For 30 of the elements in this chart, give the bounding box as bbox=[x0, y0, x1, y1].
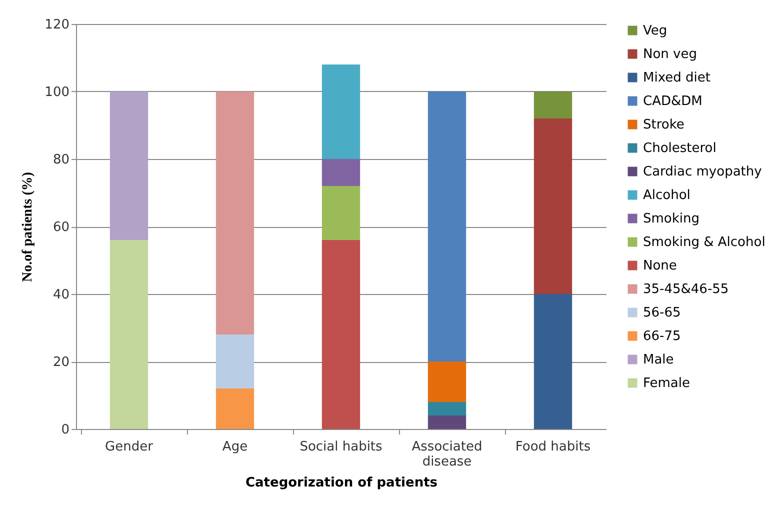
legend-label: CAD&DM bbox=[643, 94, 702, 109]
legend-label: None bbox=[643, 258, 677, 274]
x-tick-label: Food habits bbox=[515, 440, 591, 454]
legend-label: Cholesterol bbox=[643, 141, 716, 156]
x-tick-label: Social habits bbox=[300, 440, 383, 454]
y-tick-label: 20 bbox=[52, 355, 70, 370]
y-tick-label: 0 bbox=[61, 422, 70, 438]
legend-label: Alcohol bbox=[643, 188, 690, 203]
legend-label: Male bbox=[643, 352, 674, 368]
x-tick-label: Age bbox=[222, 440, 248, 454]
legend-label: Stroke bbox=[643, 118, 684, 132]
y-tick-label: 100 bbox=[44, 85, 70, 100]
x-tick-label: Associated disease bbox=[412, 440, 482, 470]
legend-label: Female bbox=[643, 376, 690, 391]
legend-label: 35-45&46-55 bbox=[643, 282, 729, 297]
y-tick-label: 80 bbox=[52, 152, 70, 168]
legend-label: Smoking bbox=[643, 212, 700, 226]
y-axis-title: No.of patients (%) bbox=[20, 172, 36, 282]
y-tick-label: 120 bbox=[44, 18, 70, 32]
x-axis-title: Categorization of patients bbox=[245, 476, 438, 490]
legend-label: Cardiac myopathy bbox=[643, 164, 762, 180]
legend-label: 66-75 bbox=[643, 329, 681, 344]
legend-label: 56-65 bbox=[643, 306, 681, 320]
legend-label: Non veg bbox=[643, 47, 697, 62]
x-tick-label: Gender bbox=[105, 440, 154, 454]
y-tick-label: 60 bbox=[52, 220, 70, 235]
y-tick-label: 40 bbox=[52, 288, 70, 302]
legend-label: Mixed diet bbox=[643, 70, 710, 86]
legend-label: Veg bbox=[643, 24, 668, 38]
legend-label: Smoking & Alcohol bbox=[643, 235, 766, 250]
